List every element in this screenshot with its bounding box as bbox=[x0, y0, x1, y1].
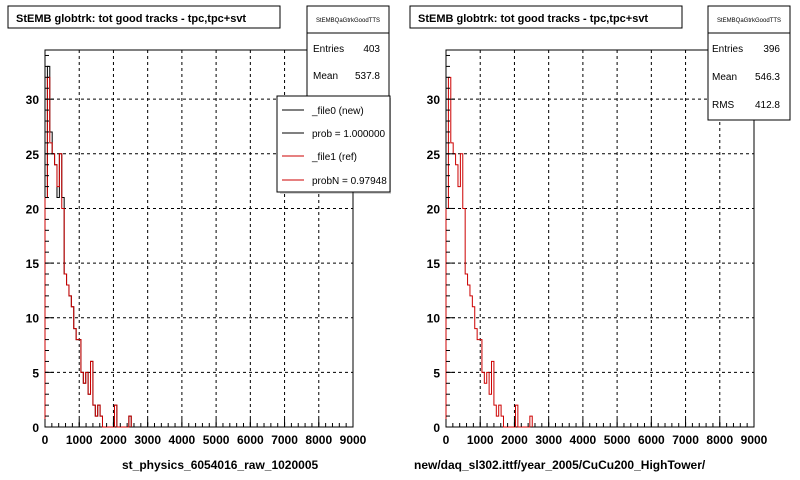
x-tick-label: 4000 bbox=[570, 433, 597, 447]
y-tick-label: 5 bbox=[32, 366, 39, 380]
x-tick-label: 1000 bbox=[66, 433, 93, 447]
y-tick-label: 20 bbox=[26, 202, 40, 216]
stats-entries-value: 396 bbox=[763, 44, 780, 55]
stats-entries-value: 403 bbox=[363, 44, 380, 55]
title-box bbox=[409, 5, 683, 29]
y-tick-label: 10 bbox=[427, 312, 441, 326]
legend-label-ref: _file1 (ref) bbox=[311, 152, 357, 163]
stats-mean-label: Mean bbox=[712, 72, 737, 83]
x-tick-label: 4000 bbox=[169, 433, 196, 447]
legend-label-new: _file0 (new) bbox=[311, 106, 364, 117]
histogram-series bbox=[445, 76, 533, 428]
x-tick-label: 5000 bbox=[203, 433, 230, 447]
axes: 0 1000 2000 3000 4000 5000 6000 7000 8000 9000 0 5 1… bbox=[427, 54, 768, 447]
stats-rms-label: RMS bbox=[712, 100, 735, 111]
title-box bbox=[7, 5, 281, 29]
x-tick-label: 2000 bbox=[100, 433, 127, 447]
stats-box: StEMBQaGtrkGoodTTS Entries 403 Mean 537.… bbox=[306, 5, 390, 97]
chart-title: StEMB globtrk: tot good tracks - tpc,tpc… bbox=[418, 13, 648, 25]
y-tick-label: 5 bbox=[433, 366, 440, 380]
stats-name: StEMBQaGtrkGoodTTS bbox=[717, 18, 781, 24]
stats-name: StEMBQaGtrkGoodTTS bbox=[316, 18, 380, 24]
y-tick-label: 25 bbox=[26, 148, 40, 162]
y-tick-label: 25 bbox=[427, 148, 441, 162]
y-tick-label: 10 bbox=[26, 312, 40, 326]
stats-mean-value: 546.3 bbox=[755, 72, 780, 83]
x-axis-label: new/daq_sl302.ittf/year_2005/CuCu200_Hig… bbox=[414, 458, 706, 472]
y-tick-label: 30 bbox=[427, 93, 441, 107]
x-tick-label: 2000 bbox=[501, 433, 528, 447]
legend: _file0 (new) prob = 1.000000 _file1 (ref… bbox=[276, 95, 391, 194]
y-tick-label: 30 bbox=[26, 93, 40, 107]
y-tick-label: 0 bbox=[433, 421, 440, 435]
x-tick-label: 9000 bbox=[741, 433, 768, 447]
x-tick-label: 6000 bbox=[237, 433, 264, 447]
x-tick-label: 0 bbox=[42, 433, 49, 447]
x-tick-label: 6000 bbox=[638, 433, 665, 447]
x-tick-label: 8000 bbox=[305, 433, 332, 447]
left-histogram-panel: 0 1000 2000 3000 4000 5000 6000 7000 8000 9000 0 5 1… bbox=[7, 5, 391, 472]
grid-lines bbox=[45, 50, 353, 427]
x-tick-label: 1000 bbox=[467, 433, 494, 447]
stats-rms-value: 412.8 bbox=[755, 100, 780, 111]
x-tick-label: 9000 bbox=[340, 433, 367, 447]
plot-frame bbox=[445, 49, 755, 428]
legend-label-prob: prob = 1.000000 bbox=[312, 129, 386, 140]
stats-entries-label: Entries bbox=[712, 44, 743, 55]
x-tick-label: 7000 bbox=[672, 433, 699, 447]
histogram-line-series-1 bbox=[44, 76, 132, 428]
histogram-series bbox=[44, 65, 132, 428]
x-tick-label: 8000 bbox=[706, 433, 733, 447]
stats-entries-label: Entries bbox=[313, 44, 344, 55]
x-tick-label: 7000 bbox=[271, 433, 298, 447]
right-histogram-panel: 0 1000 2000 3000 4000 5000 6000 7000 8000 9000 0 5 1… bbox=[409, 5, 791, 472]
x-axis-label: st_physics_6054016_raw_1020005 bbox=[122, 458, 318, 472]
x-tick-label: 5000 bbox=[604, 433, 631, 447]
legend-label-probn: probN = 0.97948 bbox=[312, 176, 387, 187]
stats-mean-value: 537.8 bbox=[355, 71, 380, 82]
stats-box: StEMBQaGtrkGoodTTS Entries 396 Mean 546.… bbox=[707, 5, 791, 121]
stats-mean-label: Mean bbox=[313, 71, 338, 82]
histogram-line-series-0 bbox=[445, 76, 533, 428]
grid-lines bbox=[446, 50, 754, 427]
y-tick-label: 15 bbox=[26, 257, 40, 271]
axes: 0 1000 2000 3000 4000 5000 6000 7000 8000 9000 0 5 1… bbox=[26, 54, 367, 447]
x-tick-label: 3000 bbox=[134, 433, 161, 447]
x-tick-label: 3000 bbox=[535, 433, 562, 447]
y-tick-label: 15 bbox=[427, 257, 441, 271]
chart-title: StEMB globtrk: tot good tracks - tpc,tpc… bbox=[16, 13, 246, 25]
x-tick-label: 0 bbox=[443, 433, 450, 447]
y-tick-label: 20 bbox=[427, 202, 441, 216]
y-tick-label: 0 bbox=[32, 421, 39, 435]
